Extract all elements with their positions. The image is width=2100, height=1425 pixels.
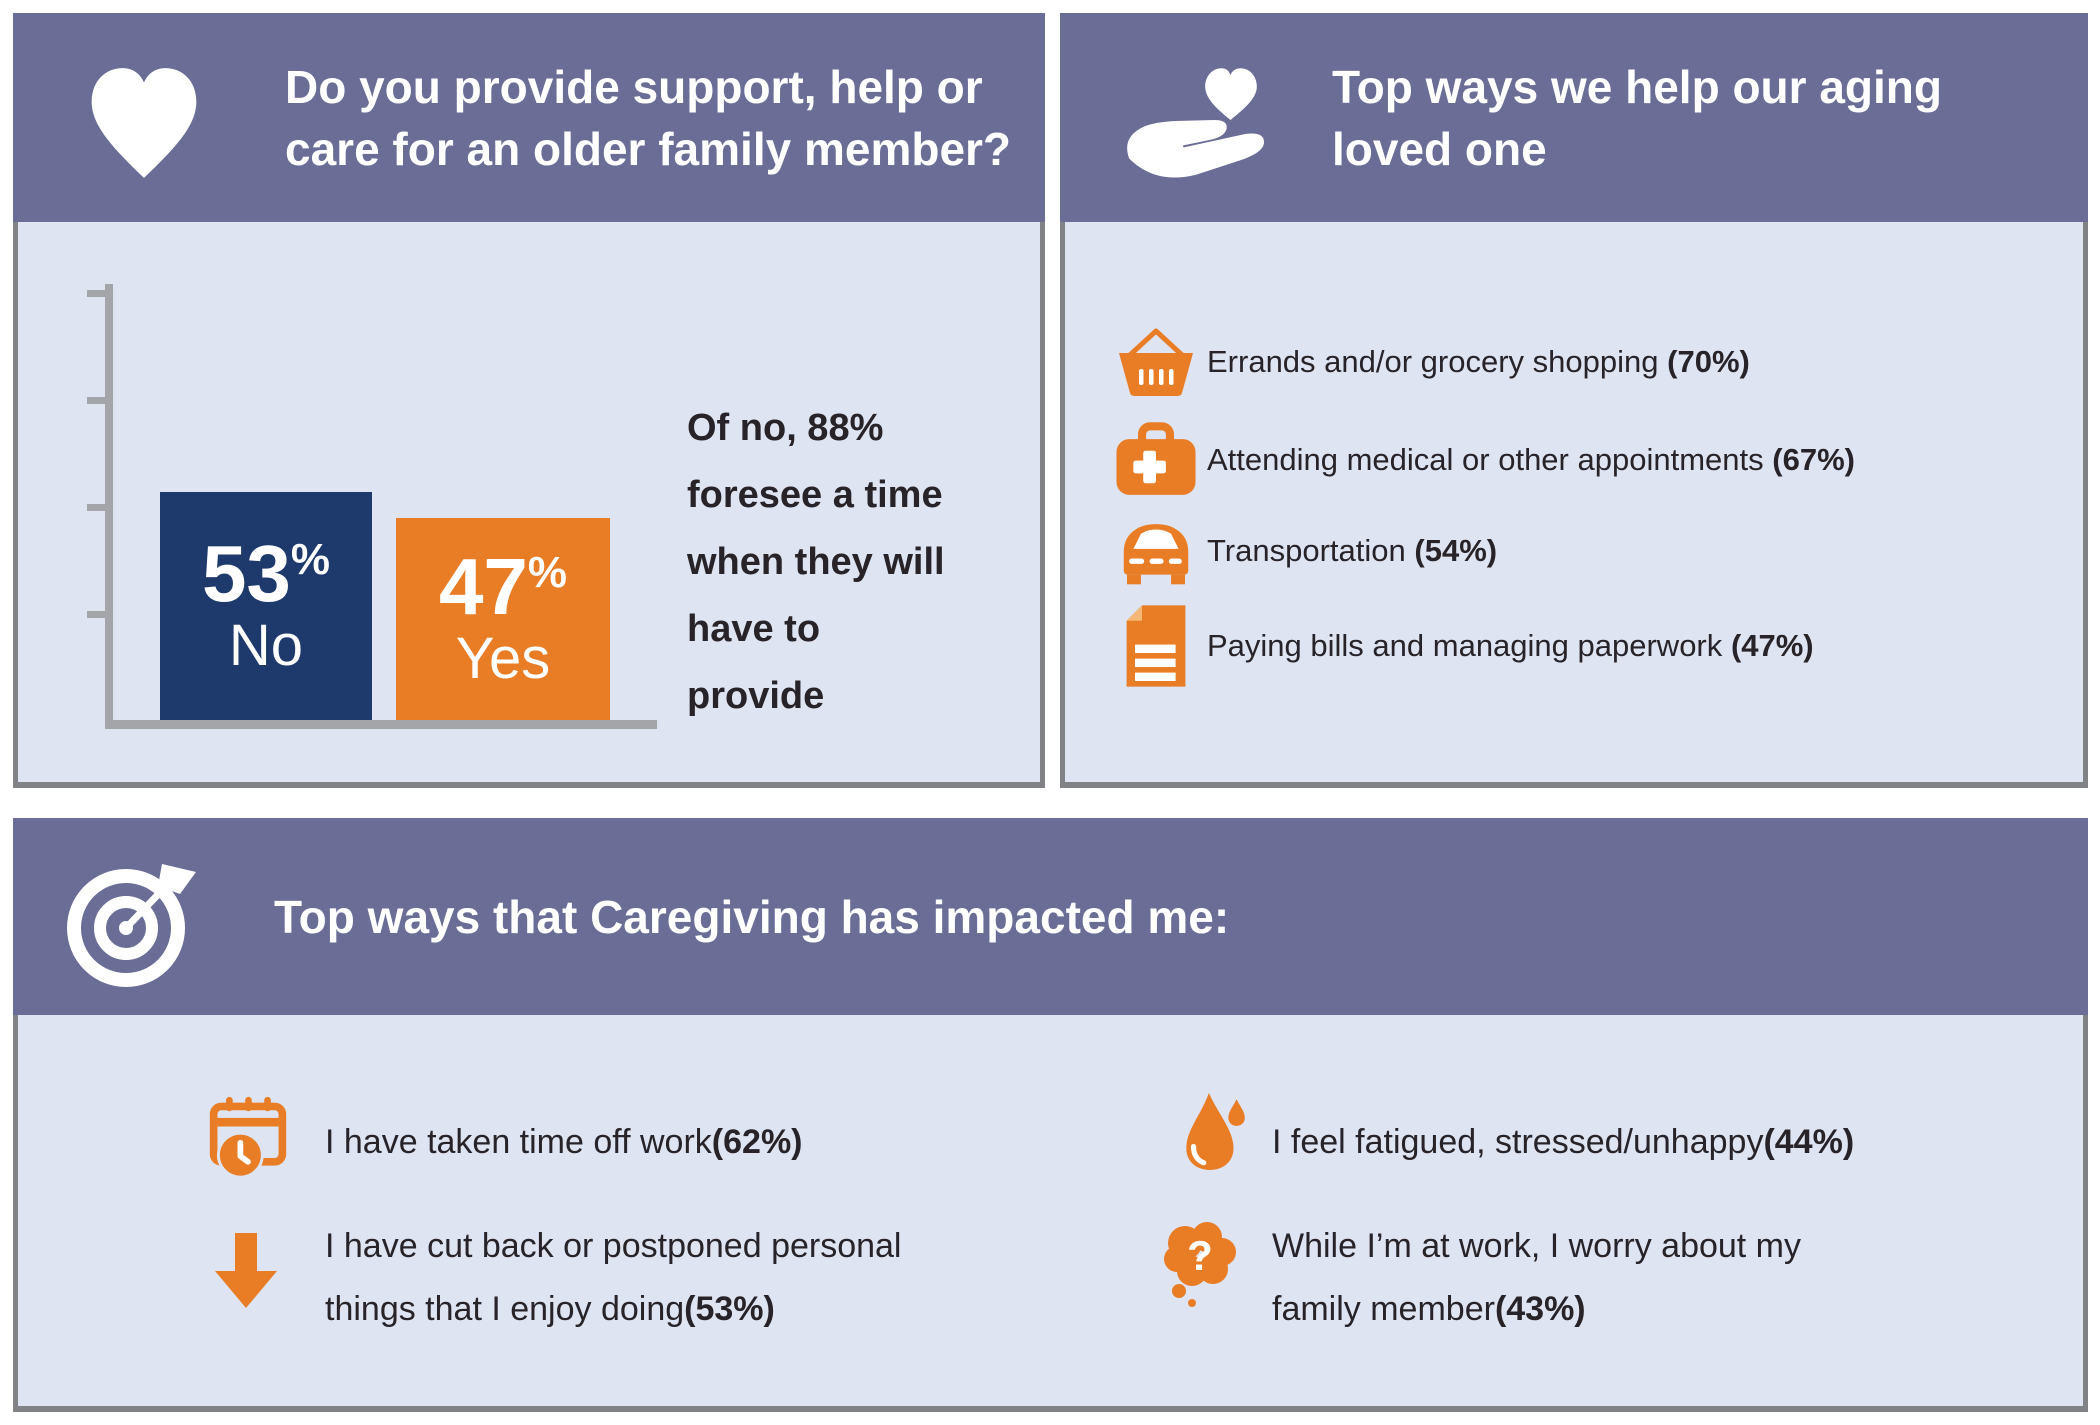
- document-icon: [1113, 604, 1199, 688]
- bar-chart: 53% No 47% Yes: [18, 222, 678, 777]
- down-arrow-icon: [213, 1233, 279, 1309]
- panel-help-body: Errands and/or grocery shopping (70%) Att…: [1060, 222, 2088, 788]
- y-axis-tick: [87, 290, 106, 297]
- list-item-transportation: Transportation (54%): [1065, 509, 2045, 593]
- panel-support-title: Do you provide support, help or care for…: [285, 60, 1012, 175]
- y-axis-tick: [87, 397, 106, 404]
- car-icon: [1113, 509, 1199, 593]
- panel-impact-body: I have taken time off work(62%) I have c…: [13, 1015, 2088, 1412]
- first-aid-kit-icon: [1113, 418, 1199, 502]
- heart-icon: [80, 63, 208, 181]
- list-item-text: Errands and/or grocery shopping (70%): [1207, 344, 1750, 379]
- panel-ways-we-help: Top ways we help our aging loved one: [1060, 13, 2088, 788]
- chart-annotation: Of no, 88% foresee a time when they will…: [687, 407, 945, 717]
- panel-impact-header: Top ways that Caregiving has impacted me…: [13, 818, 2088, 1015]
- y-axis-tick: [87, 611, 106, 618]
- plot-area: 53% No 47% Yes: [113, 290, 650, 720]
- impact-item-text: I have taken time off work(62%): [325, 1123, 803, 1161]
- x-axis: [105, 720, 657, 729]
- svg-text:?: ?: [1187, 1232, 1213, 1279]
- y-axis-tick: [87, 504, 106, 511]
- list-item-appointments: Attending medical or other appointments(…: [1065, 418, 2045, 502]
- panel-help-title: Top ways we help our aging loved one: [1332, 60, 1942, 175]
- panel-support-question: Do you provide support, help or care for…: [13, 13, 1045, 788]
- bar-yes: 47% Yes: [396, 517, 610, 720]
- panel-impact-title: Top ways that Caregiving has impacted me…: [274, 890, 1230, 943]
- bar-yes-value: 47%: [438, 541, 568, 631]
- y-axis: [105, 284, 113, 729]
- panel-support-body: 53% No 47% Yes Of no, 88% foresee a time…: [13, 222, 1045, 788]
- target-icon: [64, 850, 204, 990]
- panel-support-header: Do you provide support, help or care for…: [13, 13, 1045, 222]
- list-item-errands: Errands and/or grocery shopping (70%): [1065, 320, 2045, 404]
- hand-heart-icon: [1117, 61, 1269, 183]
- impact-item-text: I feel fatigued, stressed/unhappy(44%): [1272, 1123, 1855, 1161]
- list-item-text: Transportation (54%): [1207, 533, 1498, 568]
- water-drop-icon: [1180, 1091, 1248, 1171]
- list-item-text: Attending medical or other appointments(…: [1207, 442, 1855, 477]
- bar-no-value: 53%: [201, 529, 331, 619]
- thought-bubble-icon: ?: [1152, 1213, 1248, 1309]
- bar-no-label: No: [228, 613, 304, 679]
- list-item-paying-bills: Paying bills and managing paperwork (47%): [1065, 604, 2045, 688]
- calendar-clock-icon: [207, 1095, 289, 1179]
- impact-item-text: I have cut back or postponed personal th…: [325, 1227, 902, 1328]
- panel-help-header: Top ways we help our aging loved one: [1060, 13, 2088, 222]
- panel-caregiving-impact: Top ways that Caregiving has impacted me…: [13, 818, 2088, 1412]
- list-item-text: Paying bills and managing paperwork (47%): [1207, 628, 1814, 663]
- impact-item-text: While I’m at work, I worry about my fami…: [1272, 1227, 1802, 1328]
- shopping-basket-icon: [1113, 320, 1199, 404]
- bar-yes-label: Yes: [455, 625, 551, 691]
- bar-no: 53% No: [160, 492, 372, 720]
